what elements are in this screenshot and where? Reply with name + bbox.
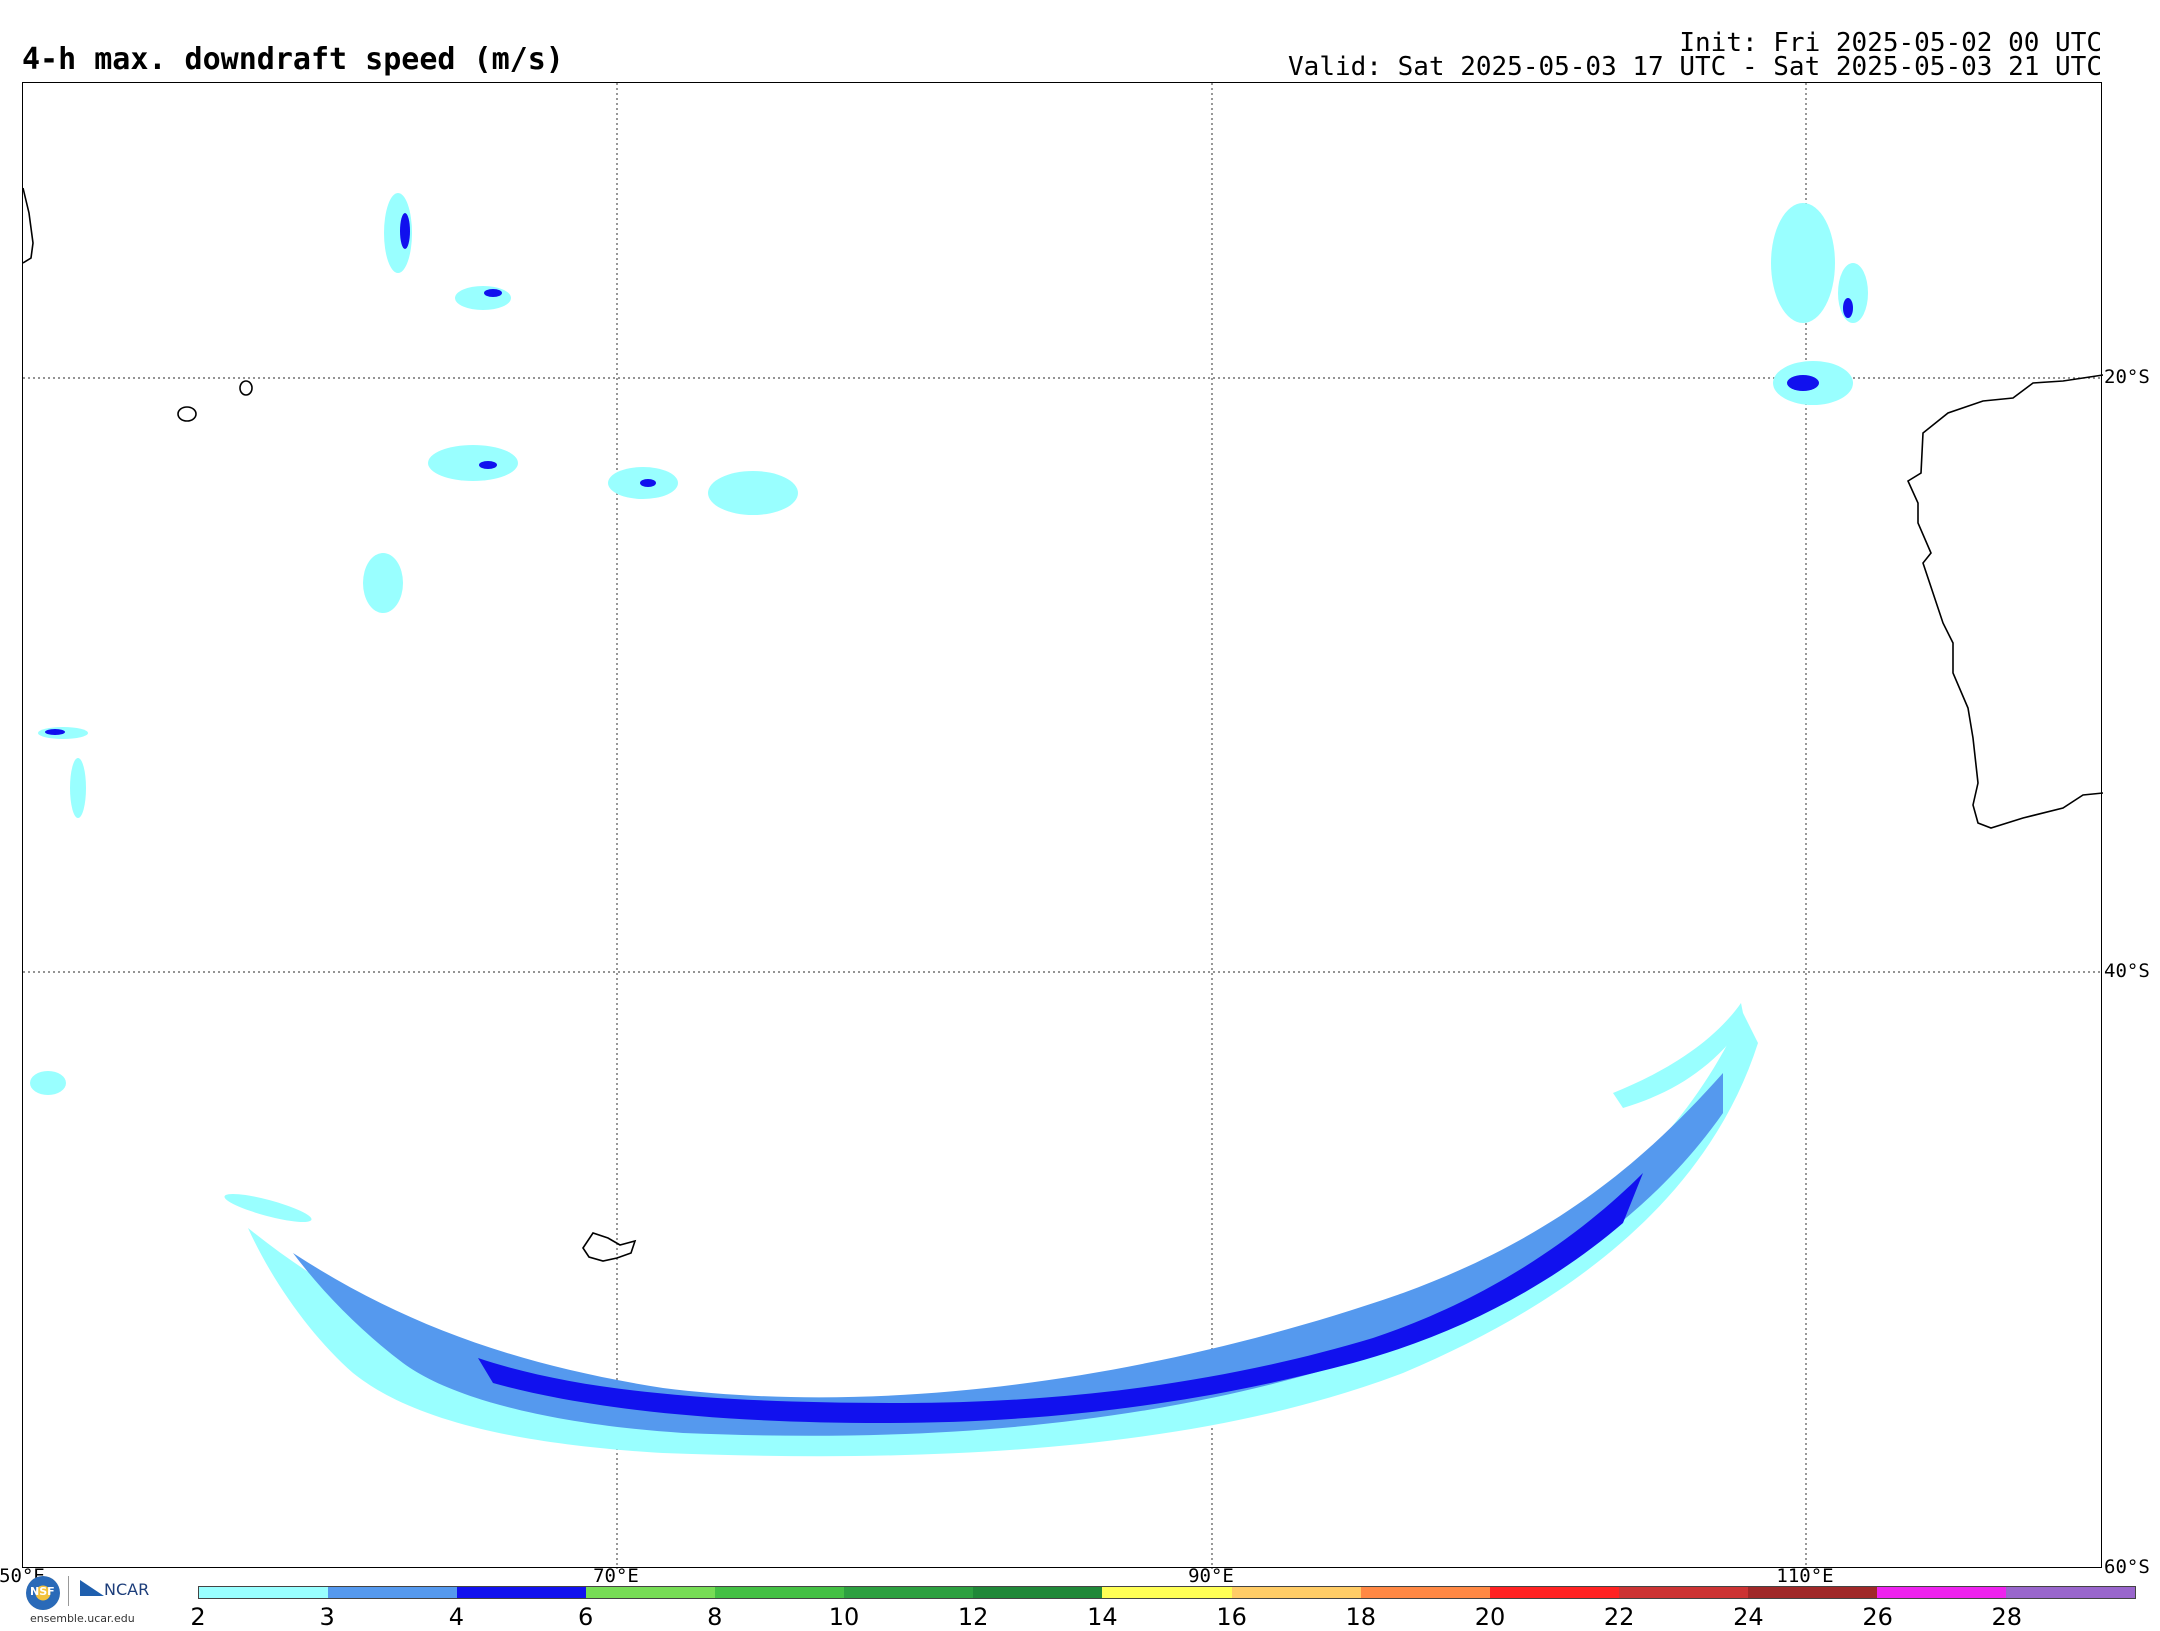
coastlines — [23, 187, 2103, 1262]
colorbar-tick-label: 8 — [707, 1603, 723, 1631]
colorbar-tick-label: 28 — [1991, 1603, 2023, 1631]
colorbar-swatch — [586, 1587, 716, 1598]
map-panel — [22, 82, 2103, 1569]
nsf-label: NSF — [30, 1585, 55, 1598]
lat-label-60s: 60°S — [2104, 1556, 2150, 1578]
colorbar-swatch — [1102, 1587, 1232, 1598]
colorbar-swatch — [715, 1587, 845, 1598]
colorbar-tick-label: 14 — [1087, 1603, 1118, 1631]
map-canvas — [23, 83, 2103, 1569]
colorbar-tick-label: 2 — [190, 1603, 206, 1631]
colorbar-tick-label: 26 — [1862, 1603, 1893, 1631]
init-time: Init: Fri 2025-05-02 00 UTC — [1679, 28, 2102, 58]
lon-label-70e: 70°E — [593, 1565, 639, 1587]
downdraft-band — [248, 1003, 1758, 1457]
colorbar-swatch — [199, 1587, 329, 1598]
valid-time: Valid: Sat 2025-05-03 17 UTC - Sat 2025-… — [1288, 52, 2102, 82]
nsf-emblem-icon: NSF — [26, 1576, 60, 1610]
ncar-nsf-logo: NSF NCAR ensemble.ucar.edu — [24, 1574, 154, 1625]
colorbar-swatch — [1360, 1587, 1490, 1598]
convective-cells — [30, 193, 1868, 1222]
colorbar-swatch — [457, 1587, 587, 1598]
colorbar-tick-label: 4 — [448, 1603, 465, 1631]
colorbar-tick-label: 10 — [828, 1603, 860, 1631]
colorbar-swatch — [1618, 1587, 1748, 1598]
colorbar-swatch — [1747, 1587, 1877, 1598]
colorbar-tick-label: 22 — [1603, 1603, 1635, 1631]
colorbar-swatch — [844, 1587, 974, 1598]
colorbar-swatch — [973, 1587, 1103, 1598]
colorbar-tick-label: 16 — [1216, 1603, 1247, 1631]
ensemble-url: ensemble.ucar.edu — [30, 1612, 135, 1625]
map-title: 4-h max. downdraft speed (m/s) — [22, 42, 564, 77]
ncar-flag-icon — [80, 1580, 104, 1596]
logo-separator — [68, 1576, 69, 1606]
ncar-label: NCAR — [104, 1580, 150, 1599]
colorbar-tick-label: 18 — [1345, 1603, 1377, 1631]
colorbar — [198, 1586, 2136, 1599]
colorbar-swatch — [1231, 1587, 1361, 1598]
lon-label-90e: 90°E — [1188, 1565, 1234, 1587]
colorbar-tick-label: 12 — [957, 1603, 989, 1631]
colorbar-swatch — [2005, 1587, 2135, 1598]
colorbar-tick-label: 24 — [1733, 1603, 1764, 1631]
colorbar-tick-label: 20 — [1474, 1603, 1506, 1631]
lon-label-110e: 110°E — [1776, 1565, 1834, 1587]
colorbar-swatch — [1876, 1587, 2006, 1598]
graticule — [23, 83, 2103, 1569]
lat-label-20s: 20°S — [2104, 366, 2150, 388]
colorbar-tick-label: 6 — [577, 1603, 594, 1631]
colorbar-swatch — [1489, 1587, 1619, 1598]
colorbar-swatch — [328, 1587, 458, 1598]
lat-label-40s: 40°S — [2104, 960, 2150, 982]
colorbar-tick-label: 3 — [319, 1603, 335, 1631]
